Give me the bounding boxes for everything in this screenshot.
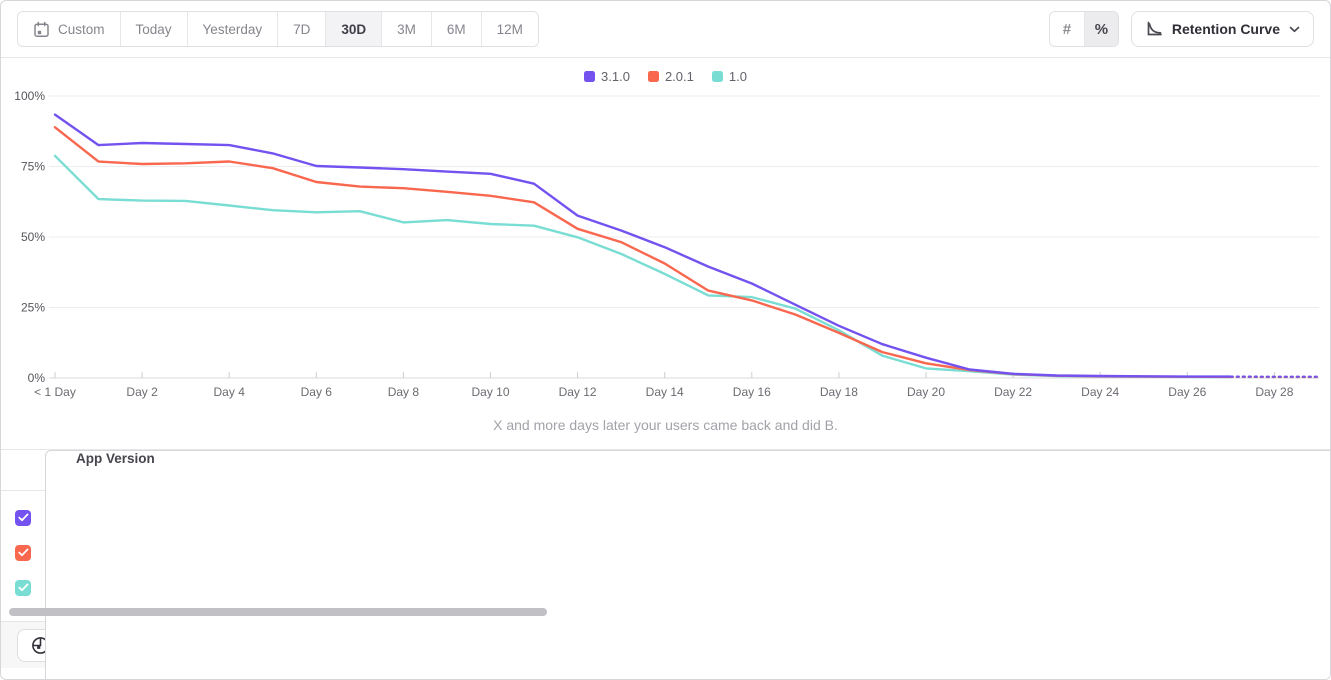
x-axis-tick-label: Day 18 xyxy=(820,385,858,399)
toolbar-right: #% Retention Curve xyxy=(1048,11,1314,47)
column-header-app-version[interactable]: App Version xyxy=(45,450,1330,679)
horizontal-scrollbar-track xyxy=(1,605,1330,621)
x-axis-tick-label: Day 8 xyxy=(388,385,420,399)
legend-item[interactable]: 2.0.1 xyxy=(647,68,694,84)
chart-type-dropdown[interactable]: Retention Curve xyxy=(1130,11,1314,47)
legend-swatch xyxy=(647,70,659,82)
series-line-2.0.1[interactable] xyxy=(53,126,1233,379)
x-axis-tick-label: Day 28 xyxy=(1255,385,1293,399)
legend-label: 2.0.1 xyxy=(664,68,694,84)
legend-swatch xyxy=(584,70,596,82)
series-line-1.0[interactable] xyxy=(53,154,1233,379)
date-range-6m[interactable]: 6M xyxy=(430,12,481,46)
legend-label: 1.0 xyxy=(728,68,747,84)
date-range-3m[interactable]: 3M xyxy=(381,12,431,46)
percent-toggle-button[interactable]: % xyxy=(1083,12,1118,46)
x-axis-tick-label: < 1 Day xyxy=(34,385,76,399)
legend-item[interactable]: 1.0 xyxy=(711,68,747,84)
row-checkbox[interactable] xyxy=(15,509,31,526)
legend-label: 3.1.0 xyxy=(601,68,630,84)
absolute-toggle-button[interactable]: # xyxy=(1049,12,1084,46)
retention-line-chart[interactable]: 100% 75% 50% 25% 0%< 1 Day Day 2 Day 4 Day 6 Day… xyxy=(1,88,1331,410)
y-axis-tick-label: 25% xyxy=(21,301,45,315)
date-range-7d[interactable]: 7D xyxy=(277,12,326,46)
x-axis-tick-label: Day 6 xyxy=(301,385,333,399)
date-range-yesterday[interactable]: Yesterday xyxy=(186,12,278,46)
chart-type-label: Retention Curve xyxy=(1171,21,1280,37)
x-axis-tick-label: Day 10 xyxy=(471,385,509,399)
x-axis-tick-label: Day 14 xyxy=(646,385,684,399)
retention-curve-icon xyxy=(1145,20,1163,38)
value-format-toggle-group: #% xyxy=(1048,11,1119,47)
date-range-custom[interactable]: Custom xyxy=(18,12,120,46)
horizontal-scrollbar-thumb[interactable] xyxy=(9,608,547,616)
x-axis-tick-label: Day 22 xyxy=(994,385,1032,399)
date-range-30d[interactable]: 30D xyxy=(325,12,382,46)
date-range-group: Custom Today Yesterday 7D 30D 3M 6M 12M xyxy=(17,11,539,47)
date-range-12m[interactable]: 12M xyxy=(480,12,538,46)
x-axis-tick-label: Day 20 xyxy=(907,385,945,399)
legend-item[interactable]: 3.1.0 xyxy=(584,69,630,84)
x-axis-tick-label: Day 4 xyxy=(214,385,246,399)
y-axis-tick-label: 0% xyxy=(28,371,46,385)
legend: 3.1.0 2.0.1 1.0 xyxy=(1,64,1330,88)
calendar-icon xyxy=(33,21,50,38)
x-axis-tick-label: Day 2 xyxy=(126,385,158,399)
y-axis-tick-label: 75% xyxy=(21,160,45,174)
legend-swatch xyxy=(711,70,723,82)
row-checkbox[interactable] xyxy=(15,544,31,561)
chevron-down-icon xyxy=(1289,26,1300,33)
toolbar: Custom Today Yesterday 7D 30D 3M 6M 12M #% Rete… xyxy=(1,1,1330,58)
date-range-today[interactable]: Today xyxy=(119,12,187,46)
y-axis-tick-label: 50% xyxy=(21,230,45,244)
x-axis-tick-label: Day 26 xyxy=(1168,385,1206,399)
y-axis-tick-label: 100% xyxy=(14,89,45,103)
row-checkbox[interactable] xyxy=(15,579,31,596)
x-axis-tick-label: Day 12 xyxy=(559,385,597,399)
x-axis-tick-label: Day 16 xyxy=(733,385,771,399)
chart-caption: X and more days later your users came ba… xyxy=(493,417,838,433)
series-line-3.1.0[interactable] xyxy=(53,113,1233,378)
x-axis-tick-label: Day 24 xyxy=(1081,385,1119,399)
